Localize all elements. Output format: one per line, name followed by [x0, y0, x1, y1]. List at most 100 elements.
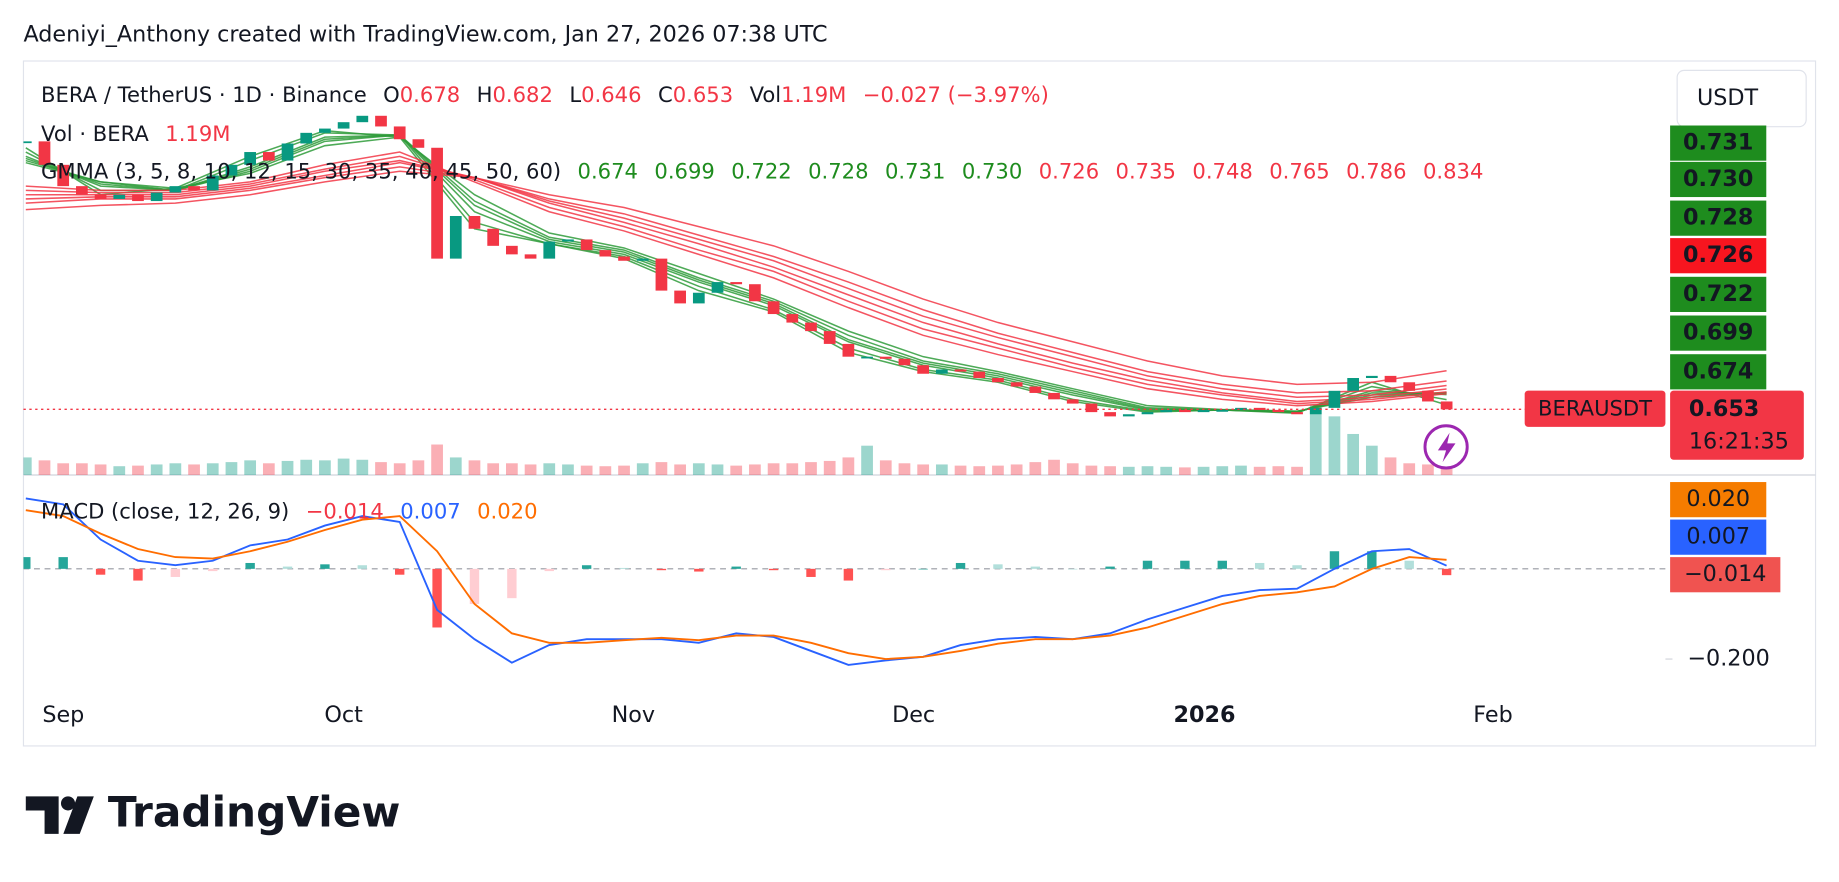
price-label: 0.731: [1683, 130, 1753, 156]
volume-bar: [244, 460, 257, 476]
volume-bar: [749, 464, 761, 476]
macd-label-box: [1670, 557, 1781, 593]
volume-bar: [655, 462, 668, 476]
macd-histogram-bar: [23, 557, 31, 569]
macd-histogram-bar: [170, 568, 181, 577]
candle-body: [150, 192, 163, 202]
volume-bar: [973, 466, 986, 476]
volume-bar: [524, 464, 537, 476]
candle-body: [132, 194, 144, 202]
volume-bar: [468, 460, 481, 476]
volume-bar: [300, 459, 313, 476]
macd-title: MACD (close, 12, 26, 9): [41, 499, 289, 524]
candle-body: [1328, 390, 1341, 408]
volume-bar: [954, 465, 967, 476]
legend-label: L: [569, 82, 581, 107]
macd-histogram-bar: [58, 557, 68, 569]
candle-body: [562, 239, 574, 242]
candle-body: [1010, 382, 1023, 387]
footer-brand: TradingView: [108, 788, 400, 837]
volume-bar: [1347, 433, 1360, 476]
gmma-value: 0.731: [885, 158, 945, 183]
last-price-box: [1670, 390, 1804, 460]
volume-bar: [1272, 466, 1285, 476]
volume-bar: [562, 464, 574, 476]
candle-body: [1272, 409, 1285, 413]
legend-value: 0.678: [400, 82, 460, 107]
price-label-box: [1670, 200, 1767, 236]
gmma-value: 0.834: [1423, 158, 1483, 183]
volume-bar: [1440, 468, 1453, 476]
candle-body: [1291, 412, 1303, 415]
volume-bar: [375, 462, 387, 476]
countdown: 16:21:35: [1689, 429, 1789, 455]
volume-bar: [506, 463, 518, 476]
candle-body: [206, 175, 219, 191]
macd-histogram-bar: [843, 568, 854, 581]
logo-slash: [63, 796, 94, 834]
candle-body: [1085, 403, 1098, 413]
volume-title: Vol · BERA: [41, 121, 149, 146]
volume-bar: [319, 460, 331, 476]
volume-bar: [337, 458, 350, 476]
candle-body: [449, 215, 462, 259]
volume-bar: [1235, 465, 1247, 476]
symbol-label: BERAUSDT: [1538, 395, 1652, 420]
volume-bar: [992, 465, 1004, 476]
macd-histogram-bar: [1404, 560, 1414, 569]
volume-bar: [487, 463, 500, 476]
volume-bar: [805, 462, 817, 476]
candle-body: [973, 371, 986, 379]
gmma-line: [25, 151, 1447, 407]
legend-value: 0.646: [581, 82, 641, 107]
price-label: 0.722: [1683, 281, 1753, 307]
macd-histogram-bar: [469, 568, 480, 605]
legend-change: −0.027 (−3.97%): [863, 82, 1049, 107]
volume-bar: [150, 464, 163, 476]
volume-bar: [1104, 466, 1116, 476]
candle-body: [300, 132, 313, 144]
header: Adeniyi_Anthony created with TradingView…: [23, 22, 827, 48]
candle-body: [356, 115, 369, 123]
macd-histogram-bar: [1441, 568, 1452, 576]
gmma-line: [25, 166, 1447, 394]
candle-body: [543, 241, 556, 259]
macd-histogram-bar: [320, 564, 330, 569]
macd-histogram-bar: [208, 568, 218, 572]
volume-bar: [543, 463, 556, 476]
volume-bar: [1122, 466, 1135, 476]
candle-body: [954, 369, 967, 372]
macd-histogram-bar: [1105, 566, 1115, 569]
candle-body: [113, 194, 126, 199]
macd-label: 0.020: [1686, 486, 1750, 512]
candle-body: [992, 378, 1004, 383]
macd-histogram-bar: [1292, 565, 1302, 569]
volume-bar: [730, 465, 743, 476]
candle-body: [1216, 409, 1229, 412]
volume-bar: [1066, 463, 1079, 476]
macd-histogram-bar: [918, 568, 928, 570]
candle-body: [1365, 375, 1378, 379]
candle-body: [636, 258, 649, 261]
volume-bar: [1160, 466, 1173, 476]
macd-histogram-bar: [1217, 560, 1227, 569]
x-tick-label: Oct: [324, 702, 363, 728]
macd-histogram-bar: [768, 568, 779, 571]
logo-t: [25, 796, 59, 834]
candle-body: [1422, 390, 1434, 402]
macd-histogram-bar: [881, 568, 891, 571]
volume-bar: [412, 460, 425, 476]
candle-body: [692, 292, 705, 304]
overlay: BERA / TetherUS · 1D · Binance O0.678 H0.6…: [23, 82, 1804, 728]
candle-body: [1197, 409, 1210, 413]
macd-histogram-bar: [993, 564, 1003, 569]
volume-bar: [281, 460, 294, 476]
candle-body: [730, 282, 743, 285]
symbol-label-box: [1524, 390, 1666, 427]
macd-tick-label: −0.200: [1687, 646, 1769, 672]
x-tick-label: Feb: [1473, 702, 1512, 728]
candle-body: [1066, 399, 1079, 404]
macd-line: [25, 497, 1447, 666]
volume-bar: [262, 463, 275, 476]
currency-button-label[interactable]: USDT: [1697, 85, 1759, 111]
